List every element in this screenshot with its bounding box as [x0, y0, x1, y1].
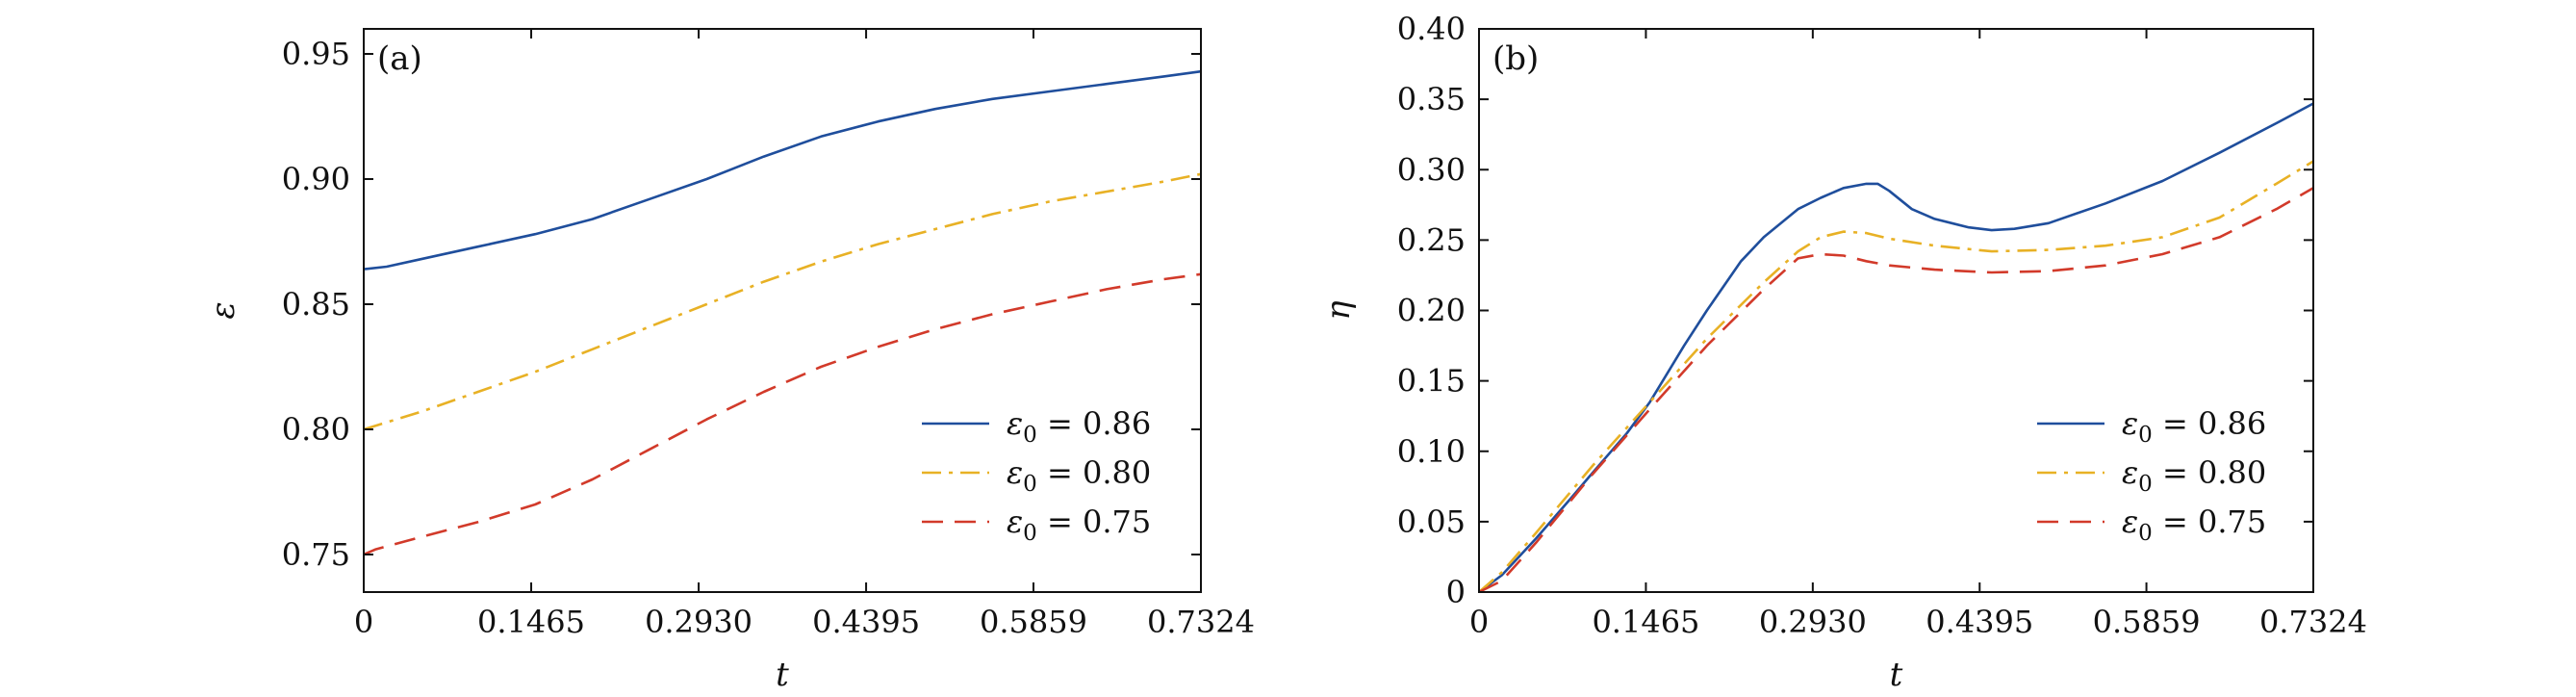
legend-entry-b-2: ε0 = 0.75: [2122, 503, 2266, 546]
chart-panel-a: 0 0.1465 0.2930 0.4395 0.5859 0.7324 0.75 0.80 0…: [204, 28, 1255, 694]
y-axis-label-a: ε: [204, 301, 242, 319]
x-tick-label-a-4: 0.5859: [980, 604, 1087, 640]
legend-a: ε0 = 0.86 ε0 = 0.80 ε0 = 0.75: [922, 405, 1151, 546]
x-tick-label-b-3: 0.4395: [1926, 604, 2033, 640]
series-line-a-1: [363, 172, 1202, 431]
series-line-a-2: [363, 272, 1202, 556]
series-line-b-1: [1478, 160, 2314, 593]
x-tick-label-a-5: 0.7324: [1147, 604, 1255, 640]
y-axis-label-b: η: [1319, 300, 1358, 321]
legend-entry-a-1: ε0 = 0.80: [1007, 454, 1151, 497]
legend-entry-a-0: ε0 = 0.86: [1007, 405, 1151, 448]
x-tick-label-a-1: 0.1465: [477, 604, 585, 640]
legend-entry-b-0: ε0 = 0.86: [2122, 405, 2266, 448]
x-tick-label-a-0: 0: [354, 604, 373, 640]
x-tick-label-b-0: 0: [1469, 604, 1489, 640]
y-tick-label-b-1: 0.05: [1397, 503, 1466, 540]
y-tick-label-a-0: 0.75: [282, 536, 350, 573]
series-line-b-0: [1478, 102, 2314, 594]
y-tick-label-a-3: 0.90: [282, 161, 350, 197]
x-tick-label-b-5: 0.7324: [2259, 604, 2367, 640]
legend-entry-a-2: ε0 = 0.75: [1007, 503, 1151, 546]
y-tick-label-b-5: 0.25: [1397, 221, 1466, 258]
y-tick-label-b-6: 0.30: [1397, 151, 1466, 188]
x-axis-label-b: t: [1890, 656, 1903, 694]
y-tick-label-b-4: 0.20: [1397, 293, 1466, 329]
y-tick-label-b-7: 0.35: [1397, 81, 1466, 117]
x-tick-label-a-3: 0.4395: [812, 604, 920, 640]
panel-label-b: (b): [1492, 39, 1539, 78]
series-line-b-2: [1478, 187, 2314, 594]
legend-b: ε0 = 0.86 ε0 = 0.80 ε0 = 0.75: [2037, 405, 2266, 546]
y-tick-label-b-0: 0: [1446, 574, 1466, 610]
x-tick-label-b-4: 0.5859: [2093, 604, 2201, 640]
legend-entry-b-1: ε0 = 0.80: [2122, 454, 2266, 497]
series-line-a-0: [363, 69, 1202, 271]
x-axis-label-a: t: [776, 656, 789, 694]
y-tick-label-a-2: 0.85: [282, 286, 350, 323]
plot-frame-a: [363, 28, 1202, 593]
x-tick-label-b-2: 0.2930: [1759, 604, 1867, 640]
x-tick-label-b-1: 0.1465: [1592, 604, 1699, 640]
x-tick-label-a-2: 0.2930: [645, 604, 752, 640]
y-tick-label-b-2: 0.10: [1397, 433, 1466, 470]
y-tick-label-b-8: 0.40: [1397, 11, 1466, 47]
y-tick-label-a-1: 0.80: [282, 411, 350, 448]
chart-panel-b: 0 0.1465 0.2930 0.4395 0.5859 0.7324 0 0.05 0.10…: [1319, 11, 2367, 694]
y-tick-label-a-4: 0.95: [282, 36, 350, 72]
y-tick-label-b-3: 0.15: [1397, 363, 1466, 400]
panel-label-a: (a): [377, 39, 422, 78]
